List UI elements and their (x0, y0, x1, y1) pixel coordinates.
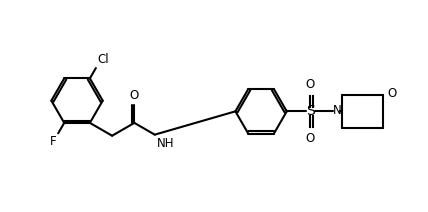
Text: F: F (50, 135, 56, 148)
Text: O: O (130, 89, 139, 102)
Text: N: N (333, 104, 341, 117)
Text: S: S (306, 104, 315, 118)
Text: O: O (306, 132, 315, 145)
Text: NH: NH (157, 137, 174, 150)
Text: Cl: Cl (98, 53, 109, 66)
Text: O: O (306, 78, 315, 91)
Text: O: O (387, 87, 396, 100)
